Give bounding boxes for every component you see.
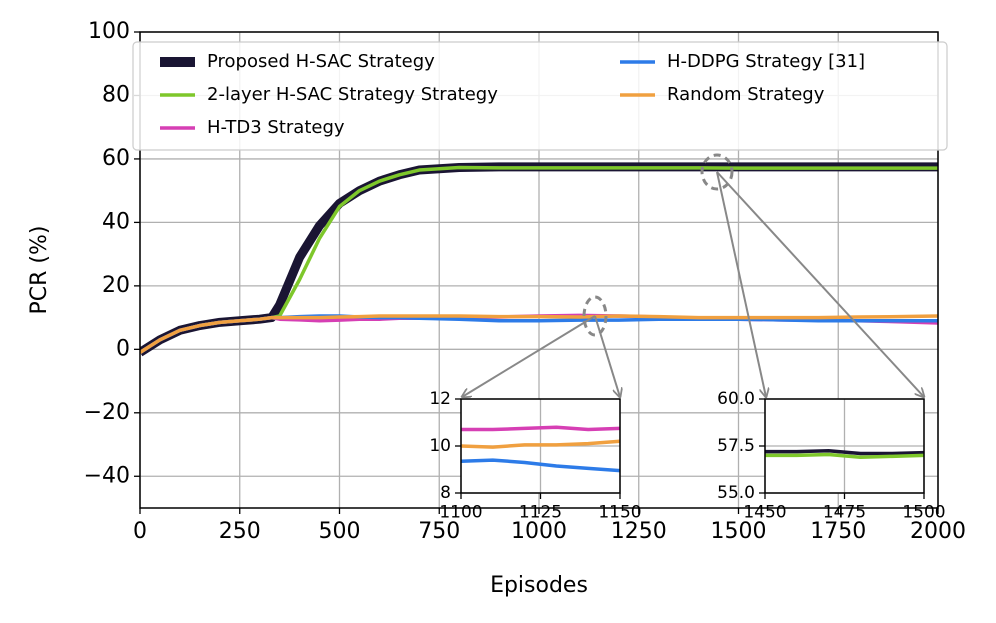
zoom-arrow bbox=[462, 315, 596, 397]
plot-frame bbox=[139, 31, 939, 509]
y-tick-label: 60 bbox=[102, 146, 130, 171]
series-line bbox=[765, 452, 924, 460]
y-tick-label: 20 bbox=[102, 273, 130, 298]
series-line bbox=[140, 314, 938, 354]
series-line bbox=[461, 425, 620, 432]
y-tick-label: −40 bbox=[84, 463, 130, 488]
x-tick-label: 250 bbox=[219, 519, 261, 544]
legend-label: H-TD3 Strategy bbox=[207, 117, 345, 138]
x-tick-label: 1475 bbox=[823, 502, 866, 522]
y-tick-label: 57.5 bbox=[717, 436, 755, 456]
series-line bbox=[765, 448, 924, 456]
x-tick-label: 1450 bbox=[743, 502, 786, 522]
x-tick-label: 1100 bbox=[439, 502, 482, 522]
y-tick-label: 8 bbox=[440, 483, 451, 503]
x-tick-label: 1750 bbox=[810, 519, 866, 544]
zoom-marker bbox=[582, 295, 608, 337]
y-axis-label: PCR (%) bbox=[27, 226, 52, 315]
y-tick-label: 60.0 bbox=[717, 389, 755, 409]
y-tick-label: 80 bbox=[102, 82, 130, 107]
series-line bbox=[461, 458, 620, 473]
x-tick-label: 0 bbox=[133, 519, 147, 544]
y-tick-label: 0 bbox=[116, 336, 130, 361]
y-tick-label: 100 bbox=[88, 19, 130, 44]
x-axis-label: Episodes bbox=[490, 573, 588, 598]
y-tick-label: 10 bbox=[429, 436, 451, 456]
legend-label: Proposed H-SAC Strategy bbox=[207, 51, 435, 72]
x-tick-label: 750 bbox=[418, 519, 460, 544]
x-tick-label: 1500 bbox=[711, 519, 767, 544]
y-tick-label: 40 bbox=[102, 209, 130, 234]
zoom-marker bbox=[700, 153, 734, 191]
x-tick-label: 2000 bbox=[910, 519, 966, 544]
series-line bbox=[461, 439, 620, 449]
x-tick-label: 1250 bbox=[611, 519, 667, 544]
legend-box bbox=[132, 41, 948, 151]
zoom-arrow bbox=[716, 171, 766, 397]
zoom-arrow bbox=[594, 315, 620, 397]
legend-label: H-DDPG Strategy [31] bbox=[667, 51, 865, 72]
y-tick-label: 55.0 bbox=[717, 483, 755, 503]
plot-frame bbox=[460, 398, 621, 494]
x-tick-label: 1000 bbox=[511, 519, 567, 544]
zoom-arrow bbox=[716, 171, 924, 397]
y-tick-label: −20 bbox=[84, 400, 130, 425]
y-tick-label: 12 bbox=[429, 389, 451, 409]
x-tick-label: 1500 bbox=[902, 502, 945, 522]
x-tick-label: 500 bbox=[319, 519, 361, 544]
x-tick-label: 1150 bbox=[598, 502, 641, 522]
legend-label: Random Strategy bbox=[667, 84, 825, 105]
plot-frame bbox=[764, 398, 925, 494]
legend-label: 2-layer H-SAC Strategy Strategy bbox=[207, 84, 498, 105]
x-tick-label: 1125 bbox=[519, 502, 562, 522]
